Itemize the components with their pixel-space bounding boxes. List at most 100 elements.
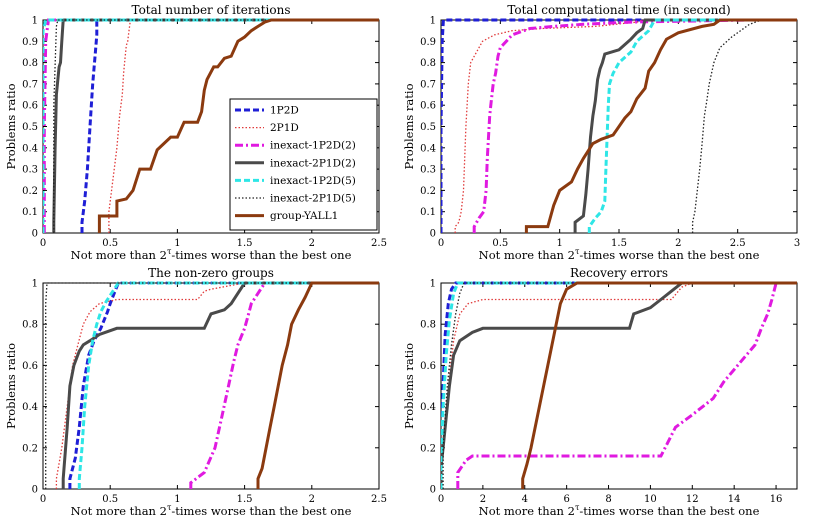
y-tick-label: 0.4 — [22, 402, 38, 413]
y-tick-label: 0.6 — [420, 361, 436, 372]
y-tick-label: 0.9 — [420, 37, 436, 48]
x-tick-label: 2 — [309, 238, 315, 249]
y-axis-label: Problems ratio — [4, 343, 18, 429]
x-tick-label: 2.5 — [371, 494, 387, 505]
y-tick-label: 0.8 — [420, 320, 436, 331]
x-tick-label: 1.5 — [237, 238, 253, 249]
series-line-inexact-1p2d-5 — [587, 18, 797, 233]
plot-area — [440, 282, 798, 490]
x-tick-label: 2.5 — [371, 238, 387, 249]
x-tick-label: 0 — [40, 494, 46, 505]
legend-label-inexact-1p2d-2: inexact-1P2D(2) — [270, 140, 356, 152]
panel-2: 0 0.5 1 1.5 2 2.5 3 0 0.1 0.2 0.3 0.4 0.5 0.6 0.7 0.8 0.… — [402, 3, 800, 262]
y-tick-label: 0.8 — [22, 58, 38, 69]
y-tick-label: 0.6 — [22, 361, 38, 372]
y-tick-label: 0.6 — [420, 101, 436, 112]
series-line-inexact-2p1d-2 — [441, 281, 797, 489]
series-line-1p2d — [68, 281, 379, 489]
panel-4: 0 2 4 6 8 10 12 14 16 0 0.2 0.4 0.6 0.8 1 Recovery erro… — [402, 266, 798, 518]
y-tick-label: 1 — [430, 16, 436, 27]
y-tick-label: 0 — [32, 485, 38, 496]
y-tick-label: 0.8 — [22, 320, 38, 331]
y-tick-label: 0.6 — [22, 101, 38, 112]
y-tick-label: 0.2 — [22, 443, 38, 454]
x-tick-label: 2 — [480, 494, 486, 505]
y-tick-label: 1 — [32, 16, 38, 27]
x-tick-label: 3 — [794, 238, 800, 249]
series-line-inexact-2p1d-5 — [53, 19, 379, 233]
y-tick-label: 0.1 — [420, 207, 436, 218]
y-tick-label: 0 — [430, 229, 436, 240]
y-tick-label: 0.3 — [420, 165, 436, 176]
series-line-2p1d — [454, 19, 797, 233]
y-tick-label: 1 — [32, 279, 38, 290]
x-tick-label: 6 — [563, 494, 569, 505]
series-line-inexact-1p2d-5 — [441, 281, 797, 489]
series-line-inexact-2p1d-2 — [573, 18, 797, 233]
series-line-inexact-2p1d-2 — [61, 281, 379, 489]
y-tick-label: 0.4 — [22, 143, 38, 154]
x-tick-label: 1.5 — [237, 494, 253, 505]
x-axis-label: Not more than 2τ-times worse than the be… — [71, 247, 352, 262]
x-tick-label: 1 — [556, 238, 562, 249]
legend-label-2p1d: 2P1D — [270, 122, 299, 134]
x-tick-label: 1.5 — [611, 238, 627, 249]
y-tick-label: 1 — [430, 279, 436, 290]
chart-title: Total number of iterations — [132, 3, 291, 17]
y-tick-label: 0.2 — [420, 186, 436, 197]
y-axis-label: Problems ratio — [4, 83, 18, 169]
series-line-group-yall1 — [256, 281, 379, 489]
y-tick-label: 0.2 — [420, 443, 436, 454]
x-axis-label: Not more than 2τ-times worse than the be… — [479, 503, 760, 518]
chart-title: Total computational time (in second) — [507, 3, 730, 17]
y-tick-label: 0.9 — [22, 37, 38, 48]
y-tick-label: 0.5 — [420, 122, 436, 133]
legend-label-inexact-2p1d-2: inexact-2P1D(2) — [270, 157, 356, 169]
series-line-1p2d — [441, 18, 797, 233]
y-tick-label: 0.8 — [420, 58, 436, 69]
y-tick-label: 0.1 — [22, 207, 38, 218]
y-tick-label: 0.7 — [420, 79, 436, 90]
x-axis-label: Not more than 2τ-times worse than the be… — [479, 247, 760, 262]
y-axis-label: Problems ratio — [402, 343, 416, 429]
chart-title: The non-zero groups — [148, 266, 274, 280]
series-line-group-yall1 — [521, 281, 797, 489]
legend-label-inexact-2p1d-5: inexact-2P1D(5) — [270, 193, 356, 205]
legend-label-group-yall1: group-YALL1 — [270, 210, 338, 222]
legend: 1P2D 2P1D inexact-1P2D(2) inexact-2P1D(2) in… — [229, 98, 378, 231]
x-tick-label: 0.5 — [102, 238, 118, 249]
series-line-inexact-1p2d-5 — [77, 281, 379, 489]
x-tick-label: 12 — [686, 494, 699, 505]
series-line-2p1d — [441, 282, 797, 489]
x-tick-label: 0 — [438, 238, 444, 249]
series-line-group-yall1 — [97, 18, 379, 233]
x-tick-label: 2 — [309, 494, 315, 505]
series-line-group-yall1 — [524, 18, 797, 233]
x-tick-label: 0 — [40, 238, 46, 249]
x-tick-label: 1 — [174, 238, 180, 249]
series-line-inexact-1p2d-2 — [456, 281, 797, 489]
series-line-2p1d — [108, 19, 379, 233]
x-tick-label: 0 — [438, 494, 444, 505]
x-tick-label: 10 — [644, 494, 657, 505]
y-tick-label: 0.7 — [22, 79, 38, 90]
x-tick-label: 8 — [605, 494, 611, 505]
x-tick-label: 1 — [174, 494, 180, 505]
y-tick-label: 0.3 — [22, 165, 38, 176]
y-tick-label: 0 — [32, 229, 38, 240]
y-tick-label: 0 — [430, 485, 436, 496]
x-tick-label: 4 — [522, 494, 528, 505]
series-line-inexact-1p2d-2 — [472, 18, 797, 233]
series-line-inexact-2p1d-5 — [691, 19, 797, 233]
series-line-inexact-1p2d-2 — [189, 281, 379, 489]
legend-label-inexact-1p2d-5: inexact-1P2D(5) — [270, 175, 356, 187]
x-tick-label: 2.5 — [730, 238, 746, 249]
y-tick-label: 0.2 — [22, 186, 38, 197]
series-line-1p2d — [80, 18, 379, 233]
legend-box — [229, 98, 378, 231]
y-tick-label: 0.4 — [420, 143, 436, 154]
x-axis-label: Not more than 2τ-times worse than the be… — [71, 503, 352, 518]
x-tick-label: 0.5 — [102, 494, 118, 505]
chart-title: Recovery errors — [570, 266, 668, 280]
